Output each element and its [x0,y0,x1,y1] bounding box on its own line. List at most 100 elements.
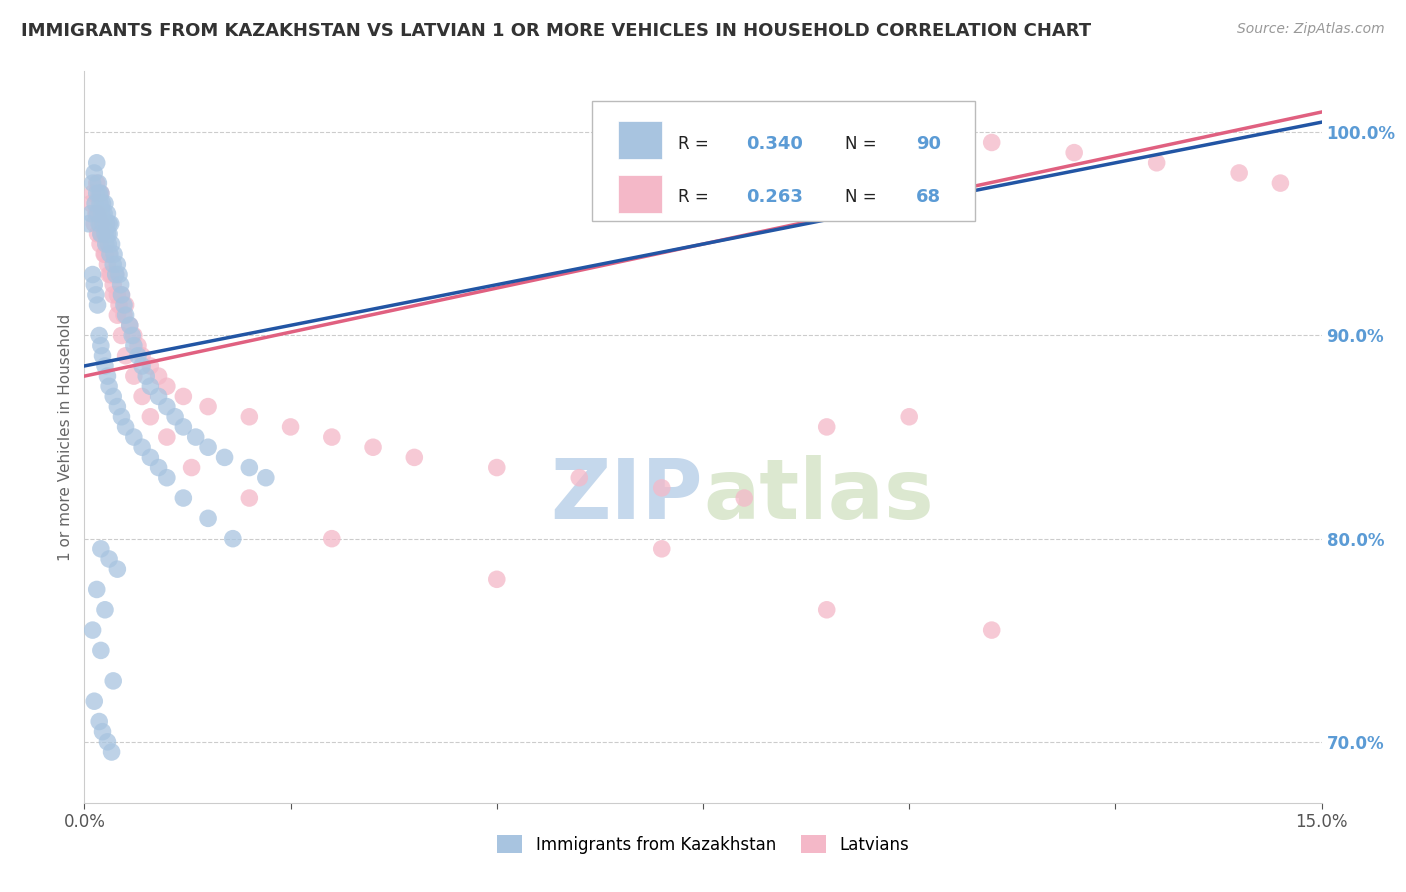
Point [131,359,153,373]
Point [114,420,136,434]
Point [254,471,277,485]
Text: 68: 68 [915,188,941,206]
Point [89,196,111,211]
Point [733,491,755,505]
Point [180,460,202,475]
Point [135,369,157,384]
Point [815,420,838,434]
Point [105,562,128,576]
Point [127,349,149,363]
Point [86,582,108,597]
Point [404,450,426,465]
FancyBboxPatch shape [592,101,976,221]
Point [89,186,111,201]
Point [87,176,110,190]
Point [91,217,114,231]
Point [94,237,117,252]
Point [98,247,121,261]
Point [86,206,108,220]
Point [100,268,122,282]
Point [96,735,118,749]
Point [139,359,162,373]
Text: ZIP: ZIP [551,455,703,536]
Point [91,724,114,739]
Y-axis label: 1 or more Vehicles in Household: 1 or more Vehicles in Household [58,313,73,561]
Point [172,389,194,403]
Point [122,339,145,353]
FancyBboxPatch shape [617,121,662,160]
Point [485,572,508,586]
Text: 90: 90 [915,135,941,153]
Point [127,339,149,353]
Point [96,257,118,271]
Point [98,379,121,393]
Point [94,603,117,617]
Point [82,186,104,201]
Point [90,541,112,556]
Point [94,227,117,241]
Point [90,186,112,201]
Point [82,176,104,190]
Point [77,217,100,231]
Text: N =: N = [845,188,882,206]
Point [90,339,112,353]
Point [114,308,136,322]
Point [114,298,136,312]
Point [103,673,125,688]
Point [98,268,121,282]
Point [94,217,117,231]
Point [90,186,112,201]
Point [110,288,132,302]
Point [121,328,143,343]
Point [139,379,162,393]
Point [83,277,105,292]
Point [156,430,179,444]
Point [83,217,105,231]
Point [280,420,302,434]
Point [980,136,1002,150]
Point [94,196,117,211]
Point [156,379,179,393]
Text: N =: N = [845,135,882,153]
Point [100,745,122,759]
Point [110,288,132,302]
Point [100,237,122,252]
Point [96,206,118,220]
Point [172,491,194,505]
Text: Source: ZipAtlas.com: Source: ZipAtlas.com [1237,22,1385,37]
Point [131,440,153,454]
Point [84,288,107,302]
FancyBboxPatch shape [617,175,662,213]
Point [980,623,1002,637]
Point [94,359,117,373]
Point [90,227,112,241]
Point [91,196,114,211]
Point [114,349,136,363]
Point [172,420,194,434]
Point [100,217,122,231]
Text: R =: R = [678,188,714,206]
Point [96,227,118,241]
Point [83,694,105,708]
Point [90,206,112,220]
Point [148,389,170,403]
Point [98,247,121,261]
Point [105,308,128,322]
Text: IMMIGRANTS FROM KAZAKHSTAN VS LATVIAN 1 OR MORE VEHICLES IN HOUSEHOLD CORRELATIO: IMMIGRANTS FROM KAZAKHSTAN VS LATVIAN 1 … [21,22,1091,40]
Point [131,389,153,403]
Point [105,400,128,414]
Point [103,247,125,261]
Point [89,206,111,220]
Point [93,247,115,261]
Point [89,328,111,343]
Point [214,450,236,465]
Point [238,491,260,505]
Point [103,257,125,271]
Point [139,409,162,424]
Point [86,298,108,312]
Point [86,206,108,220]
Point [321,532,343,546]
Point [97,237,120,252]
Point [110,328,132,343]
Point [118,318,141,333]
